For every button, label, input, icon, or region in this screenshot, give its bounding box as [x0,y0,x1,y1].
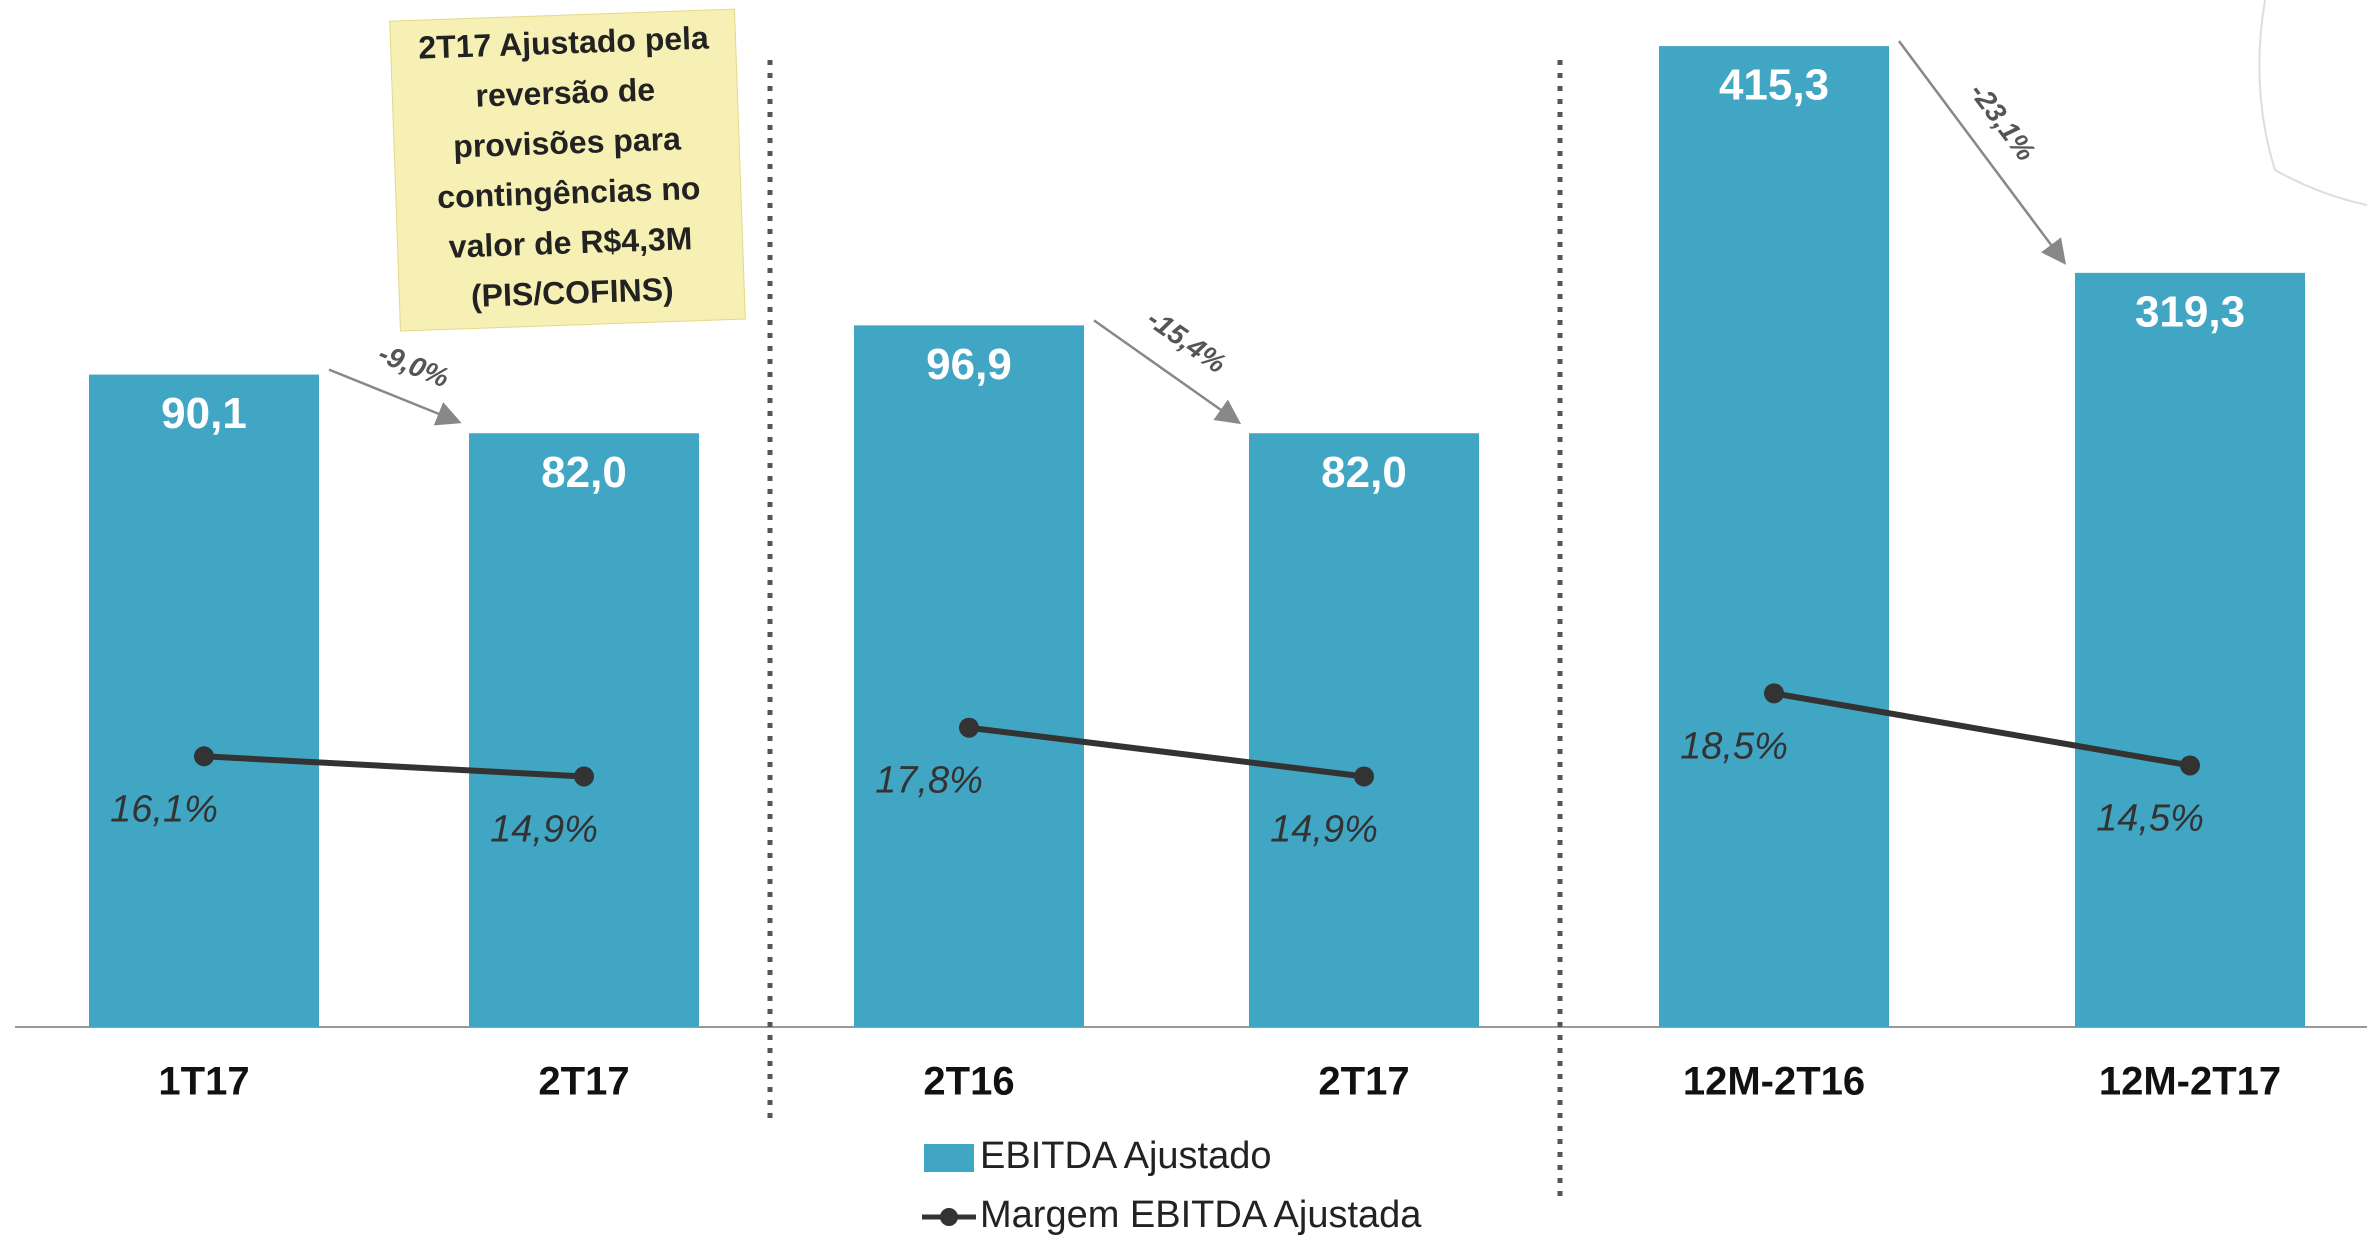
legend-swatch [924,1144,974,1172]
margin-point [2180,755,2200,775]
value-label: 82,0 [1321,448,1407,497]
legend-label: Margem EBITDA Ajustada [980,1194,1422,1236]
margin-point [194,746,214,766]
bar [469,433,699,1027]
x-tick-label: 1T17 [158,1060,249,1104]
value-label: 96,9 [926,340,1012,389]
bar [854,325,1084,1027]
x-tick-label: 12M-2T17 [2099,1060,2281,1104]
bar [1249,433,1479,1027]
legend-swatch [940,1208,958,1226]
margin-label: 14,5% [2096,798,2204,840]
margin-point [1764,683,1784,703]
change-label: -15,4% [1142,303,1232,380]
margin-point [959,718,979,738]
x-tick-label: 2T17 [538,1060,629,1104]
margin-label: 18,5% [1680,725,1788,767]
x-tick-label: 2T16 [923,1060,1014,1104]
x-tick-label: 12M-2T16 [1683,1060,1865,1104]
margin-point [1354,766,1374,786]
decoration [2259,0,2367,205]
change-label: -9,0% [374,337,454,393]
x-tick-label: 2T17 [1318,1060,1409,1104]
value-label: 319,3 [2135,287,2245,336]
margin-label: 17,8% [875,760,983,802]
margin-label: 14,9% [1270,809,1378,851]
bar [1659,46,1889,1027]
value-label: 82,0 [541,448,627,497]
note-line: reversão de [475,71,656,113]
margin-point [574,766,594,786]
margin-label: 14,9% [490,809,598,851]
change-label: -23,1% [1964,77,2042,167]
legend-label: EBITDA Ajustado [980,1135,1272,1177]
value-label: 90,1 [161,389,247,438]
value-label: 415,3 [1719,61,1829,110]
margin-label: 16,1% [110,788,218,830]
bar [89,375,319,1027]
change-arrow [1899,41,2063,261]
chart: 2T17 Ajustado pelareversão deprovisões p… [0,0,2367,1244]
bar [2075,273,2305,1027]
note-line: (PIS/COFINS) [470,271,674,314]
